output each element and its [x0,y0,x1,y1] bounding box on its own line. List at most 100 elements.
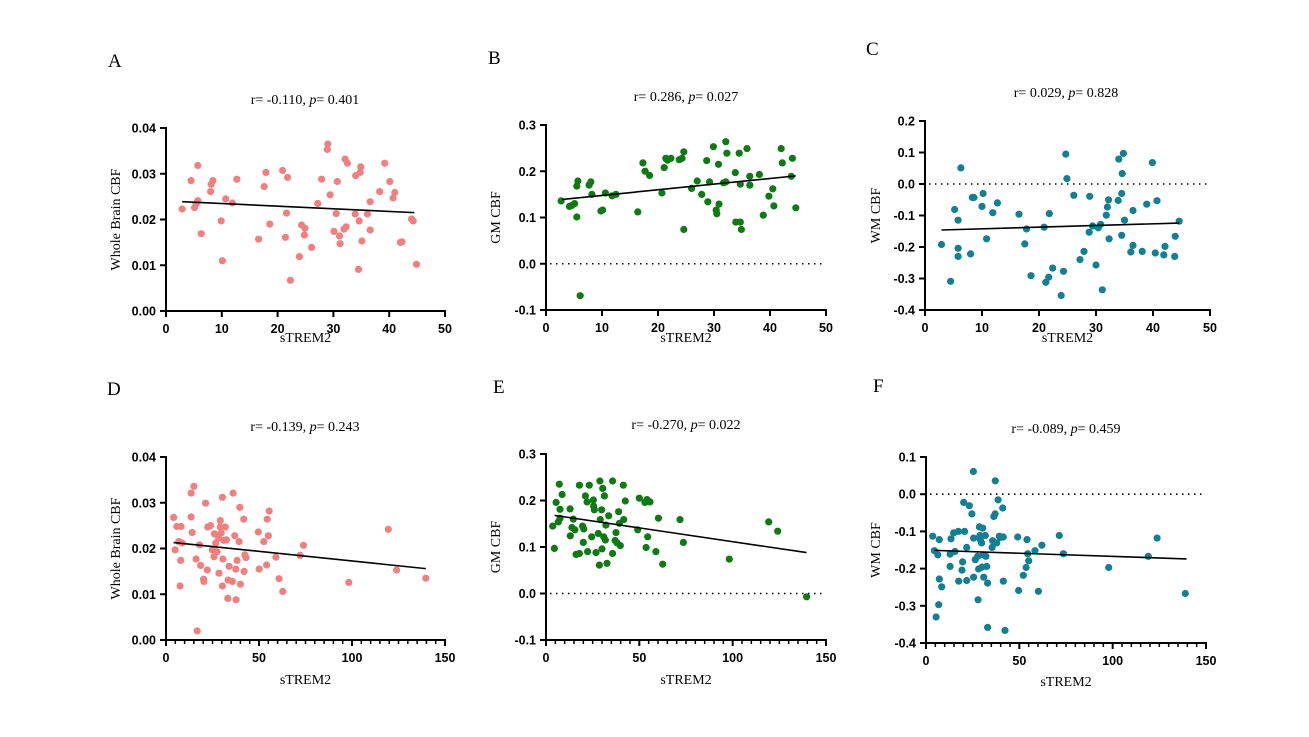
data-point [233,556,241,565]
regression-line [173,541,426,570]
data-point [725,555,733,563]
data-point [981,531,990,540]
data-point [1148,159,1156,167]
panel-e: Er= -0.270, p= 0.022 -0.1 0.0 0.1 0.2 0.3 0 50 1… [489,377,836,688]
data-point [262,168,270,176]
data-point [1118,170,1126,178]
data-point [680,225,688,234]
data-point [1057,291,1065,300]
data-point [260,538,268,546]
data-point [552,498,560,506]
data-point [332,210,340,218]
data-point [222,195,230,203]
data-point [1104,196,1113,204]
y-tick-label: 0.04 [132,122,156,136]
data-point [284,173,292,181]
data-point [1086,192,1094,200]
data-point [644,533,652,541]
data-point [935,601,943,609]
data-point [803,593,811,601]
title-p-symbol: p [308,93,316,108]
x-tick-label: 50 [632,651,646,665]
panel-letter: B [488,48,501,69]
data-point [202,499,210,507]
data-point [1021,240,1029,248]
y-axis-title: GM CBF [489,521,504,574]
data-point [357,163,365,171]
data-point [583,498,591,506]
data-point [642,543,650,552]
data-point [187,489,195,497]
title-p-symbol: p [1067,86,1075,101]
title-p-symbol: p [309,420,317,435]
data-point [170,513,178,522]
x-tick-label: 40 [1146,321,1160,335]
y-tick-label: 0.03 [132,167,156,181]
data-point [788,154,797,162]
data-point [947,535,955,543]
data-point [1045,210,1053,218]
data-point [272,553,280,561]
data-point [225,562,233,570]
data-point [216,517,224,525]
data-point [777,145,785,153]
data-point [190,204,199,212]
data-point [958,566,966,574]
y-tick-label: 0.1 [898,146,915,160]
data-point [999,533,1007,541]
data-point [342,223,350,231]
data-point [1059,267,1068,275]
data-point [265,507,273,515]
data-point [263,561,271,569]
panel-title: r= -0.110, p= 0.401 [251,93,360,108]
data-point [254,528,262,536]
title-p-value: = 0.027 [695,90,738,105]
data-point [236,503,244,511]
scatter-points [929,467,1189,635]
data-point [947,277,955,285]
regression-line [562,175,796,201]
data-point [381,159,389,167]
data-point [1019,571,1027,579]
panel-letter: F [873,376,884,397]
data-point [1045,273,1053,281]
data-point [571,526,579,534]
data-point [774,527,782,535]
data-point [1118,189,1126,198]
x-tick-label: 30 [326,322,340,336]
data-point [398,238,406,246]
data-point [1097,220,1105,228]
x-tick-label: 100 [342,651,363,665]
data-point [693,177,701,185]
data-point [1062,150,1070,158]
data-point [620,516,628,524]
data-point [1160,251,1168,259]
data-point [974,596,982,604]
data-point [558,490,566,499]
data-point [746,172,754,180]
data-point [988,543,996,552]
data-point [236,580,244,588]
data-point [1171,232,1179,240]
data-point [955,577,963,585]
data-point [326,191,334,199]
title-p-value: = 0.401 [316,93,359,108]
x-axis-title: sTREM2 [1042,331,1093,346]
data-point [575,549,584,558]
title-r-value: r= 0.286, [634,90,689,105]
data-point [295,253,303,261]
data-point [954,252,962,260]
data-point [960,498,968,506]
title-p-symbol: p [687,90,695,105]
data-point [946,562,954,571]
x-tick-label: 10 [975,321,989,335]
data-point [746,181,754,189]
data-point [314,199,322,208]
panel-title: r= -0.270, p= 0.022 [631,418,740,433]
x-tick-label: 30 [1089,321,1103,335]
data-point [301,224,309,232]
x-tick-label: 40 [382,322,396,336]
data-point [354,265,363,273]
data-point [335,232,344,240]
data-point [605,512,613,520]
